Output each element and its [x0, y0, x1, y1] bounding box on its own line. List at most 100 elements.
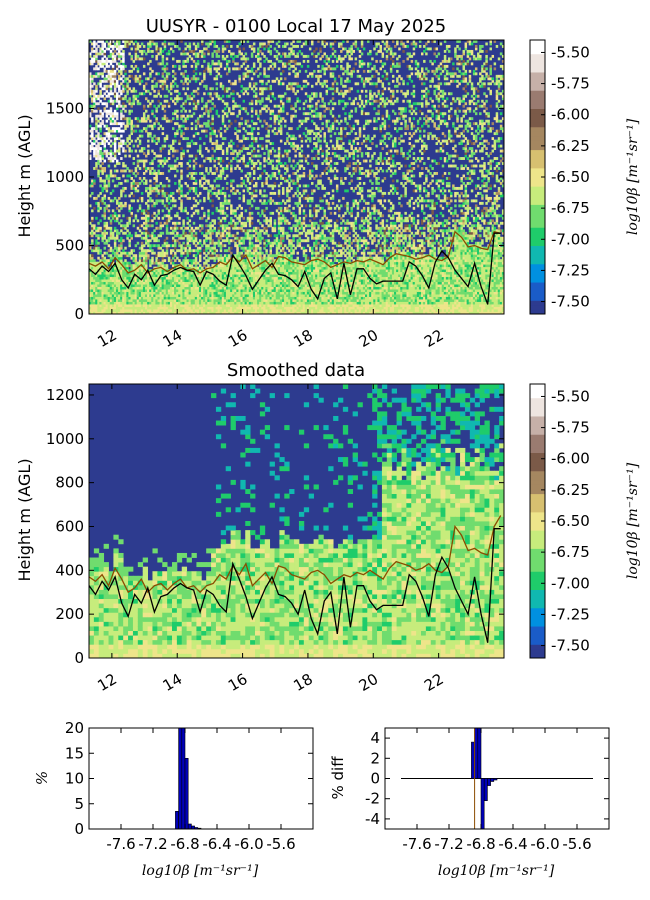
heatmap-cell: [178, 234, 181, 238]
heatmap-cell: [97, 299, 100, 302]
heatmap-cell: [244, 286, 248, 290]
heatmap-cell: [172, 164, 175, 168]
heatmap-cell: [89, 311, 92, 314]
heatmap-cell: [244, 164, 248, 168]
heatmap-cell: [176, 157, 179, 160]
heatmap-cell: [105, 276, 109, 280]
heatmap-cell: [115, 306, 119, 310]
heatmap-cell: [118, 276, 121, 280]
heatmap-cell: [101, 296, 104, 300]
heatmap-cell: [165, 117, 169, 121]
heatmap-cell: [161, 251, 165, 255]
heatmap-cell: [103, 261, 107, 265]
heatmap-cell: [209, 294, 212, 297]
heatmap-cell: [263, 47, 266, 51]
heatmap-cell: [209, 229, 212, 233]
heatmap-cell: [149, 184, 152, 188]
heatmap-cell: [172, 204, 175, 208]
heatmap-cell: [221, 271, 225, 275]
heatmap-cell: [215, 266, 219, 270]
heatmap-cell: [207, 269, 210, 273]
heatmap-cell: [128, 289, 131, 292]
heatmap-cell: [93, 44, 96, 48]
heatmap-cell: [267, 279, 270, 283]
heatmap-cell: [250, 129, 254, 133]
heatmap-cell: [230, 281, 233, 285]
heatmap-cell: [109, 122, 113, 126]
heatmap-cell: [236, 152, 239, 155]
heatmap-cell: [221, 276, 225, 280]
heatmap-cell: [115, 286, 119, 290]
heatmap-cell: [246, 261, 250, 265]
heatmap-cell: [95, 49, 98, 53]
heatmap-cell: [259, 72, 262, 76]
heatmap-cell: [155, 286, 158, 290]
heatmap-cell: [167, 311, 171, 314]
heatmap-cell: [255, 279, 258, 283]
heatmap-cell: [196, 211, 200, 215]
heatmap-cell: [240, 241, 243, 245]
heatmap-cell: [209, 279, 212, 283]
heatmap-cell: [190, 92, 194, 96]
heatmap-cell: [91, 231, 94, 235]
heatmap-cell: [93, 286, 96, 290]
heatmap-cell: [124, 269, 127, 273]
heatmap-cell: [161, 244, 165, 248]
heatmap-cell: [169, 274, 173, 278]
heatmap-cell: [205, 102, 208, 106]
heatmap-cell: [107, 249, 111, 253]
heatmap-cell: [130, 211, 133, 215]
heatmap-cell: [238, 309, 241, 312]
heatmap-cell: [99, 164, 102, 168]
heatmap-cell: [232, 239, 235, 243]
heatmap-cell: [134, 301, 138, 305]
heatmap-cell: [190, 154, 194, 158]
heatmap-cell: [126, 261, 129, 265]
heatmap-cell: [203, 59, 206, 63]
heatmap-cell: [97, 142, 100, 146]
heatmap-cell: [167, 179, 171, 183]
heatmap-cell: [242, 224, 246, 228]
heatmap-cell: [198, 241, 202, 245]
heatmap-cell: [205, 254, 208, 258]
heatmap-cell: [93, 196, 96, 200]
heatmap-cell: [219, 74, 223, 78]
heatmap-cell: [157, 304, 160, 307]
heatmap-cell: [109, 304, 113, 307]
heatmap-cell: [132, 296, 136, 300]
heatmap-cell: [128, 274, 131, 278]
heatmap-cell: [188, 266, 192, 270]
heatmap-cell: [95, 201, 98, 205]
heatmap-cell: [159, 84, 163, 88]
heatmap-cell: [142, 164, 146, 168]
heatmap-cell: [111, 117, 115, 121]
heatmap-cell: [213, 42, 216, 46]
heatmap-cell: [101, 301, 104, 305]
heatmap-cell: [109, 49, 113, 53]
heatmap-cell: [221, 109, 225, 113]
heatmap-cell: [136, 274, 140, 278]
heatmap-cell: [215, 264, 219, 268]
heatmap-cell: [105, 239, 109, 243]
heatmap-cell: [172, 264, 175, 268]
heatmap-cell: [169, 281, 173, 285]
heatmap-cell: [194, 204, 198, 208]
heatmap-cell: [118, 122, 121, 126]
heatmap-cell: [250, 236, 254, 240]
heatmap-cell: [252, 309, 256, 312]
heatmap-cell: [151, 124, 154, 128]
heatmap-cell: [184, 244, 187, 248]
heatmap-cell: [265, 256, 268, 260]
heatmap-cell: [271, 276, 275, 280]
heatmap-cell: [250, 196, 254, 200]
heatmap-cell: [223, 264, 227, 268]
heatmap-cell: [267, 42, 270, 46]
heatmap-cell: [188, 251, 192, 255]
heatmap-cell: [172, 236, 175, 240]
heatmap-cell: [215, 134, 219, 138]
heatmap-cell: [172, 149, 175, 153]
heatmap-cell: [109, 276, 113, 280]
heatmap-cell: [242, 309, 246, 312]
heatmap-cell: [180, 157, 183, 160]
heatmap-cell: [240, 214, 243, 218]
